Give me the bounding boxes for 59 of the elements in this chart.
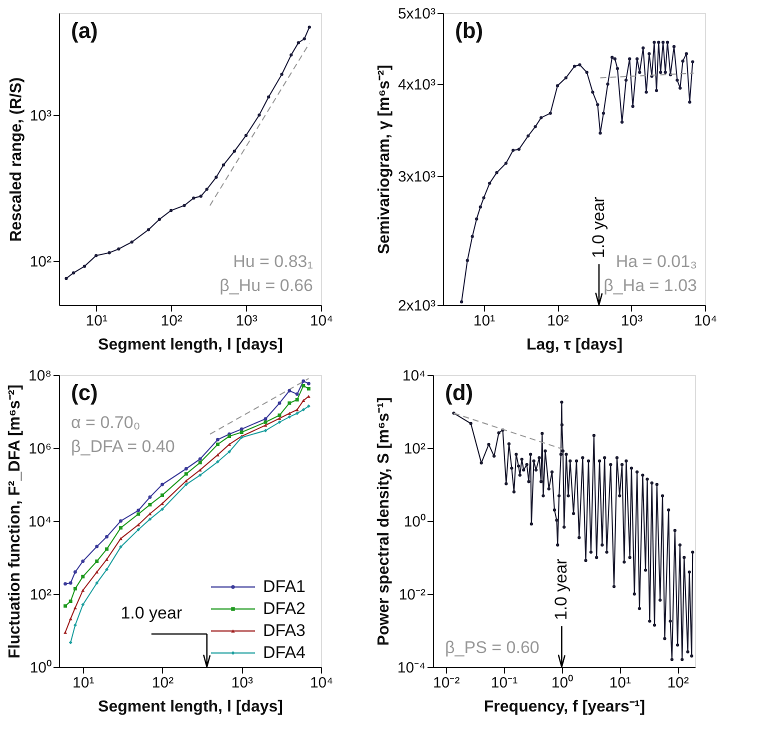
- y-tick-label: 10⁴: [28, 514, 52, 530]
- y-tick-label: 10⁰: [30, 660, 52, 676]
- ref-line-label: 1.0 year: [120, 604, 182, 623]
- y-tick-label: 10⁸: [28, 368, 52, 384]
- y-axis-title: Rescaled range, (R/S): [8, 77, 25, 242]
- y-tick-label: 3x10³: [398, 168, 436, 186]
- y-tick-label: 10²: [30, 254, 52, 271]
- y-tick-label: 10⁶: [28, 440, 52, 458]
- y-tick-label: 10⁰: [404, 514, 426, 530]
- y-tick-label: 10⁻⁴: [397, 660, 426, 676]
- x-axis-title: Segment length, l [days]: [98, 336, 283, 354]
- x-tick-label: 10⁴: [310, 674, 334, 692]
- y-tick-label: 10⁻²: [398, 586, 426, 604]
- x-tick-label: 10⁴: [310, 312, 334, 330]
- y-axis-title: Power spectral density, S [m⁶s⁻¹]: [375, 397, 392, 646]
- annotation: β_DFA = 0.40: [71, 437, 175, 456]
- legend-label: DFA1: [263, 577, 306, 596]
- annotation: Ha = 0.01₃: [616, 252, 697, 271]
- x-tick-label: 10²: [667, 674, 689, 692]
- chart-title: (c): [71, 380, 98, 405]
- y-axis-title: Semivariogram, γ [m⁶s⁻²]: [376, 64, 393, 254]
- annotation: β_Ha = 1.03: [604, 276, 697, 295]
- y-tick-label: 10³: [30, 108, 52, 125]
- x-tick-label: 10²: [547, 312, 569, 330]
- x-tick-label: 10³: [236, 312, 258, 330]
- x-tick-label: 10¹: [609, 674, 631, 692]
- legend-label: DFA4: [263, 643, 306, 662]
- x-tick-label: 10³: [620, 312, 643, 330]
- x-tick-label: 10⁻²: [433, 674, 460, 692]
- x-tick-label: 10²: [152, 674, 174, 692]
- y-axis-title: Fluctuation function, F²_DFA [m⁶s⁻²]: [6, 384, 24, 658]
- annotation: β_PS = 0.60: [445, 638, 540, 657]
- annotation: β_Hu = 0.66: [220, 276, 313, 295]
- chart-title: (d): [445, 380, 474, 405]
- y-tick-label: 4x10³: [398, 76, 436, 94]
- x-axis-title: Lag, τ [days]: [526, 336, 623, 354]
- x-tick-label: 10³: [231, 674, 253, 692]
- x-tick-label: 10¹: [473, 312, 496, 330]
- annotation: Hu = 0.83₁: [233, 252, 314, 271]
- x-tick-label: 10⁴: [694, 312, 718, 330]
- x-tick-label: 10⁰: [551, 674, 574, 692]
- ref-line-label: 1.0 year: [552, 558, 571, 620]
- x-tick-label: 10¹: [86, 312, 108, 330]
- y-tick-label: 10⁴: [402, 368, 426, 384]
- legend-label: DFA2: [263, 599, 306, 618]
- y-tick-label: 2x10³: [398, 298, 436, 314]
- x-tick-label: 10¹: [72, 674, 94, 692]
- x-tick-label: 10²: [160, 312, 182, 330]
- ref-line-label: 1.0 year: [588, 196, 608, 258]
- chart-title: (b): [455, 18, 484, 43]
- x-axis-title: Frequency, f [years⁻¹]: [484, 698, 646, 716]
- legend-label: DFA3: [263, 621, 306, 640]
- x-axis-title: Segment length, l [days]: [98, 698, 283, 716]
- y-tick-label: 10²: [30, 586, 52, 604]
- y-tick-label: 10²: [404, 440, 426, 458]
- chart-title: (a): [71, 18, 98, 43]
- x-tick-label: 10⁻¹: [490, 674, 518, 692]
- annotation: α = 0.70₀: [71, 413, 140, 432]
- y-tick-label: 5x10³: [398, 6, 436, 22]
